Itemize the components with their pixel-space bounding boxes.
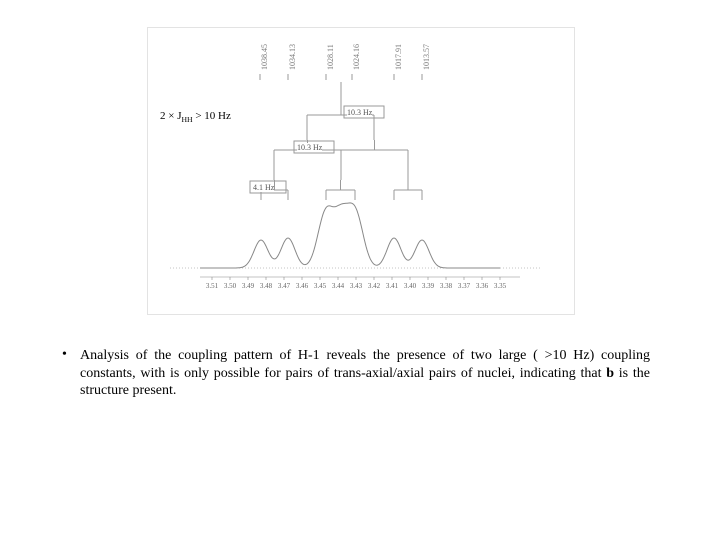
analysis-text-part1: Analysis of the coupling pattern of H-1 … bbox=[80, 348, 650, 381]
x-axis-tick-label: 3.50 bbox=[224, 282, 236, 290]
x-axis-tick-label: 3.47 bbox=[278, 282, 290, 290]
x-axis-tick-label: 3.48 bbox=[260, 282, 272, 290]
j-label-level2: 10.3 Hz bbox=[297, 143, 322, 152]
x-axis-tick-label: 3.40 bbox=[404, 282, 416, 290]
x-axis-tick-label: 3.49 bbox=[242, 282, 254, 290]
coupling-tree-diagram bbox=[0, 0, 720, 320]
x-axis-tick-label: 3.38 bbox=[440, 282, 452, 290]
x-axis-tick-label: 3.46 bbox=[296, 282, 308, 290]
x-axis-tick-label: 3.43 bbox=[350, 282, 362, 290]
x-axis-tick-label: 3.45 bbox=[314, 282, 326, 290]
x-axis-tick-label: 3.44 bbox=[332, 282, 344, 290]
j-label-level1: 10.3 Hz bbox=[347, 108, 372, 117]
x-axis-tick-label: 3.35 bbox=[494, 282, 506, 290]
bullet-marker: • bbox=[62, 347, 67, 363]
x-axis-tick-label: 3.39 bbox=[422, 282, 434, 290]
x-axis-tick-label: 3.41 bbox=[386, 282, 398, 290]
analysis-text: Analysis of the coupling pattern of H-1 … bbox=[80, 347, 650, 400]
analysis-text-bold: b bbox=[606, 366, 614, 381]
j-label-level3: 4.1 Hz bbox=[253, 183, 274, 192]
x-axis-tick-label: 3.37 bbox=[458, 282, 470, 290]
x-axis-tick-label: 3.36 bbox=[476, 282, 488, 290]
x-axis-tick-label: 3.42 bbox=[368, 282, 380, 290]
x-axis-tick-label: 3.51 bbox=[206, 282, 218, 290]
